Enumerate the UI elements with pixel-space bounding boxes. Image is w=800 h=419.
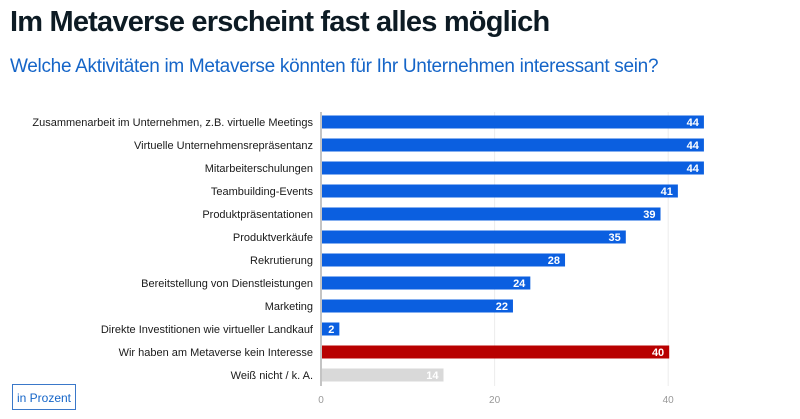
bar (322, 207, 661, 221)
chart-subtitle: Welche Aktivitäten im Metaverse könnten … (10, 56, 659, 77)
data-label: 24 (513, 278, 526, 290)
data-label: 22 (496, 301, 508, 313)
category-label: Rekrutierung (250, 255, 313, 267)
category-label: Marketing (265, 301, 313, 313)
bar (322, 345, 670, 359)
x-tick-label: 20 (489, 395, 501, 406)
category-label: Virtuelle Unternehmensrepräsentanz (134, 140, 313, 152)
chart-title: Im Metaverse erscheint fast alles möglic… (10, 6, 550, 38)
category-label: Bereitstellung von Dienstleistungen (141, 278, 313, 290)
bar (322, 299, 513, 313)
bar (322, 368, 444, 382)
bar (322, 322, 340, 336)
category-label: Produktverkäufe (233, 232, 313, 244)
x-tick-label: 0 (318, 395, 324, 406)
data-label: 28 (548, 255, 560, 267)
data-label: 44 (687, 117, 700, 129)
unit-label: in Prozent (12, 384, 76, 410)
category-label: Direkte Investitionen wie virtueller Lan… (101, 324, 314, 336)
bar (322, 253, 566, 267)
data-label: 39 (643, 209, 655, 221)
bar (322, 276, 531, 290)
category-label: Mitarbeiterschulungen (205, 163, 313, 175)
category-label: Wir haben am Metaverse kein Interesse (119, 347, 313, 359)
category-label: Teambuilding-Events (211, 186, 314, 198)
data-label: 44 (687, 140, 700, 152)
data-label: 35 (609, 232, 621, 244)
bar (322, 184, 678, 198)
data-label: 14 (426, 370, 439, 382)
data-label: 40 (652, 347, 664, 359)
data-label: 44 (687, 163, 700, 175)
category-label: Zusammenarbeit im Unternehmen, z.B. virt… (32, 117, 313, 129)
data-label: 2 (328, 324, 334, 336)
data-label: 41 (661, 186, 673, 198)
category-label: Produktpräsentationen (202, 209, 313, 221)
category-label: Weiß nicht / k. A. (231, 370, 313, 382)
x-tick-label: 40 (663, 395, 675, 406)
bar (322, 115, 704, 129)
bar (322, 230, 626, 244)
bar (322, 138, 704, 152)
bar (322, 161, 704, 175)
